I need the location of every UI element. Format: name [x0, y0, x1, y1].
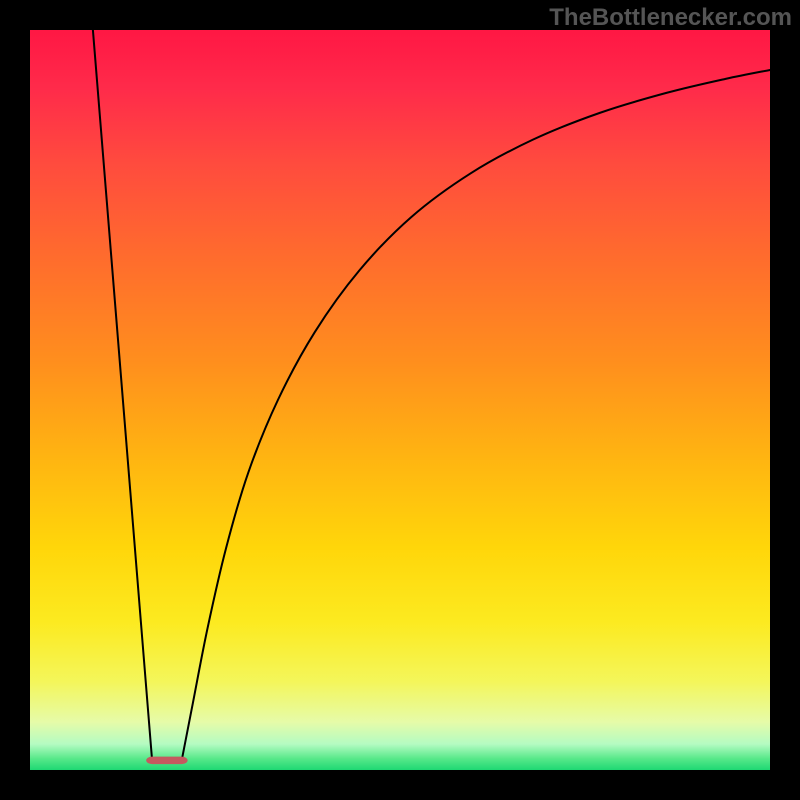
- bottom-marker: [146, 757, 187, 764]
- chart-root: TheBottlenecker.com: [0, 0, 800, 800]
- plot-area: [30, 30, 770, 770]
- watermark-text: TheBottlenecker.com: [549, 4, 792, 32]
- chart-svg: [0, 0, 800, 800]
